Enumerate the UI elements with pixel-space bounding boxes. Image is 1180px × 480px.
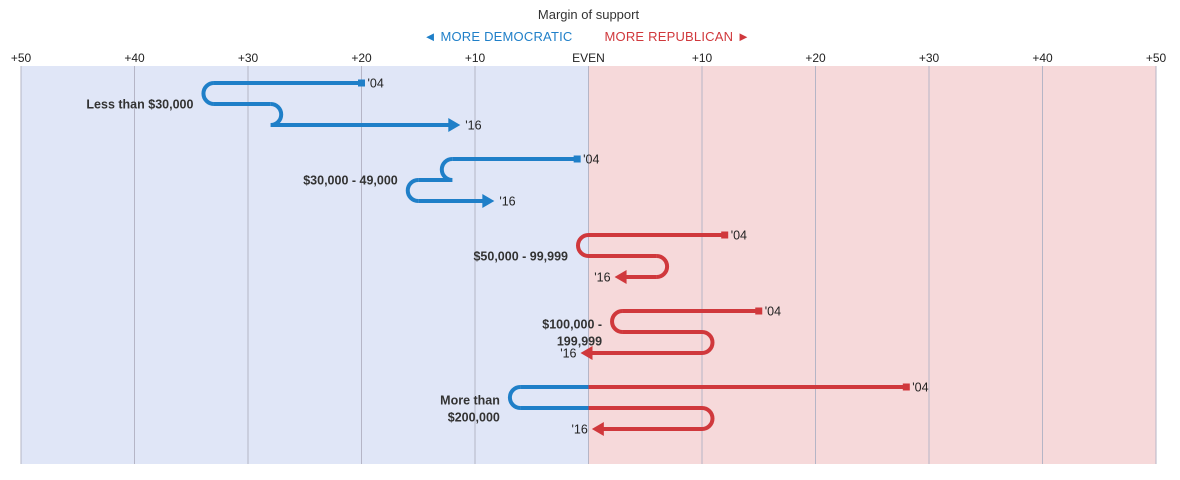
series-group: '04 '16 More than $200,000 <box>440 381 928 437</box>
series-line <box>656 254 670 279</box>
year-label-start: '04 <box>912 381 928 395</box>
tick-label: +10 <box>465 51 486 65</box>
x-axis-ticks: +50 +40 +30 +20 +10 EVEN +10 +20 +30 +40 +50 <box>11 51 1167 65</box>
democratic-background <box>21 66 589 464</box>
group-label: More than <box>440 394 500 408</box>
series-line <box>701 330 715 355</box>
year-label-end: '16 <box>560 347 576 361</box>
tick-label: +20 <box>805 51 826 65</box>
end-arrow <box>580 346 593 360</box>
end-arrow <box>614 270 627 284</box>
series-line <box>701 406 715 431</box>
republican-background <box>588 66 1156 464</box>
tick-label: +20 <box>351 51 372 65</box>
group-label: 199,999 <box>557 335 602 349</box>
tick-label: +40 <box>1032 51 1053 65</box>
end-arrow <box>448 118 461 132</box>
year-label-start: '04 <box>765 305 781 319</box>
group-label: $30,000 - 49,000 <box>303 174 398 188</box>
start-marker <box>358 79 365 87</box>
legend-more-republican: MORE REPUBLICAN ► <box>605 29 751 44</box>
series-group: '04 '16 $30,000 - 49,000 <box>303 153 599 209</box>
tick-label: +30 <box>919 51 940 65</box>
year-label-start: '04 <box>583 153 599 167</box>
series-line <box>610 309 623 334</box>
group-label: $50,000 - 99,999 <box>473 250 568 264</box>
series-group: '04 '16 Less than $30,000 <box>86 77 481 133</box>
series-line <box>201 81 215 106</box>
start-marker <box>721 231 729 239</box>
year-label-end: '16 <box>572 423 588 437</box>
group-label: Less than $30,000 <box>86 98 193 112</box>
tick-label: +40 <box>124 51 145 65</box>
tick-label: +10 <box>692 51 713 65</box>
grid-lines <box>20 66 1157 464</box>
start-marker <box>755 307 763 315</box>
year-label-start: '04 <box>731 229 747 243</box>
series-group: '04 '16 $100,000 - 199,999 <box>542 305 781 361</box>
series-line <box>507 385 521 410</box>
start-marker <box>902 383 910 391</box>
series-line <box>576 233 589 258</box>
group-label: $100,000 - <box>542 318 602 332</box>
tick-label: +50 <box>11 51 32 65</box>
chart-title: Margin of support <box>538 7 640 22</box>
series-group: '04 '16 $50,000 - 99,999 <box>473 229 747 285</box>
series-layer: '04 '16 Less than $30,000 '04 '16 $30,000 - 4… <box>86 77 928 437</box>
tick-label: +50 <box>1146 51 1167 65</box>
end-arrow <box>482 194 495 208</box>
tick-label: +30 <box>238 51 259 65</box>
end-arrow <box>591 422 604 436</box>
year-label-start: '04 <box>368 77 384 91</box>
start-marker <box>573 155 581 163</box>
year-label-end: '16 <box>594 271 610 285</box>
legend-more-democratic: ◄ MORE DEMOCRATIC <box>424 29 573 44</box>
year-label-end: '16 <box>465 119 481 133</box>
group-label: $200,000 <box>448 411 500 425</box>
series-line <box>405 178 419 203</box>
tick-label: EVEN <box>572 51 605 65</box>
year-label-end: '16 <box>499 195 515 209</box>
